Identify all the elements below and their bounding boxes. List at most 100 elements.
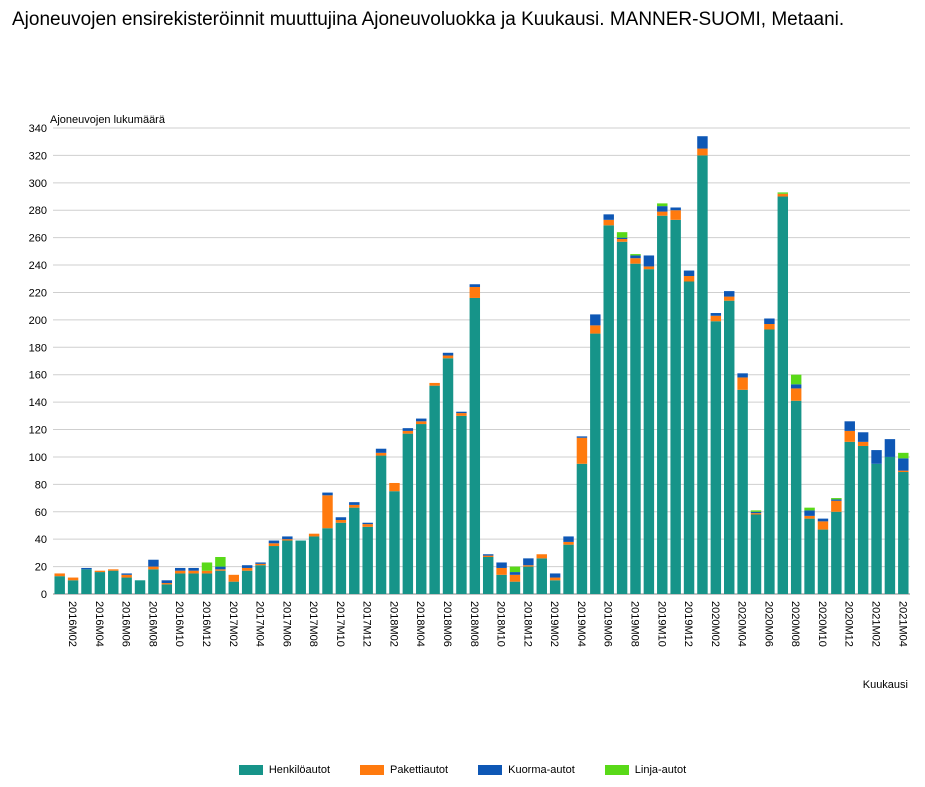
bar-segment xyxy=(777,196,789,594)
bar-segment xyxy=(764,329,775,594)
bar-segment xyxy=(657,215,668,594)
bar-segment xyxy=(81,569,92,594)
bar-segment xyxy=(777,193,789,197)
bar-segment xyxy=(201,570,213,574)
bar-segment xyxy=(549,573,561,578)
bar-segment xyxy=(697,155,708,595)
y-tick-label: 100 xyxy=(29,452,47,464)
x-axis-title: Kuukausi xyxy=(863,679,908,691)
bar-segment xyxy=(442,352,454,356)
bar-segment xyxy=(188,570,199,574)
bar-segment xyxy=(188,567,199,571)
bar-segment xyxy=(724,296,735,301)
bar-segment xyxy=(657,206,668,212)
bar-segment xyxy=(657,203,668,207)
bar-segment xyxy=(375,452,387,456)
y-axis-ticks: 0 20 40 60 80 100 120 140 160 180 200 220 240 260 280 3… xyxy=(29,123,47,601)
bar-segment xyxy=(536,554,547,559)
bar-segment xyxy=(710,313,722,316)
x-tick-label: 2019M06 xyxy=(602,601,614,647)
bar-segment xyxy=(750,513,762,515)
bar-segment xyxy=(777,192,789,194)
y-tick-label: 320 xyxy=(29,150,47,162)
bar-segment xyxy=(174,570,186,574)
bar-segment xyxy=(108,570,119,594)
bar-segment xyxy=(241,570,253,594)
y-tick-label: 240 xyxy=(29,260,47,272)
bar-segment xyxy=(496,562,507,568)
x-axis-ticks: 2016M02 2016M04 2016M06 2016M08 2016M10 2016M… xyxy=(66,601,908,647)
bar-segment xyxy=(817,529,829,594)
bar-segment xyxy=(215,556,226,567)
x-tick-label: 2018M02 xyxy=(387,601,399,647)
bar-segment xyxy=(737,389,748,594)
bar-segment xyxy=(375,448,387,453)
x-tick-label: 2017M12 xyxy=(361,601,373,647)
bar-segment xyxy=(790,388,802,401)
bar-segment xyxy=(884,439,896,457)
bar-segment xyxy=(469,286,481,298)
bar-segment xyxy=(549,577,561,581)
bar-segment xyxy=(469,284,481,287)
bar-segment xyxy=(362,522,373,525)
x-tick-label: 2017M06 xyxy=(280,601,292,647)
bar-segment xyxy=(630,258,641,264)
y-tick-label: 20 xyxy=(35,562,47,574)
bars xyxy=(54,136,909,595)
bar-segment xyxy=(898,452,909,459)
bar-segment xyxy=(750,514,762,594)
bar-segment xyxy=(790,400,802,594)
bar-segment xyxy=(509,572,521,575)
x-tick-label: 2019M08 xyxy=(628,601,640,647)
bar-segment xyxy=(282,536,293,540)
bar-segment xyxy=(750,511,762,514)
bar-segment xyxy=(817,521,829,530)
bar-segment xyxy=(335,519,347,523)
x-tick-label: 2021M04 xyxy=(896,601,908,647)
bar-segment xyxy=(737,377,748,390)
y-tick-label: 140 xyxy=(29,397,47,409)
bar-segment xyxy=(898,458,909,471)
bar-segment xyxy=(576,436,588,438)
y-tick-label: 40 xyxy=(35,534,47,546)
bar-segment xyxy=(670,210,681,220)
bar-segment xyxy=(831,498,842,500)
bar-segment xyxy=(402,428,414,431)
bar-segment xyxy=(67,580,79,594)
x-tick-label: 2018M08 xyxy=(468,601,480,647)
y-tick-label: 160 xyxy=(29,370,47,382)
bar-segment xyxy=(657,211,668,216)
bar-segment xyxy=(81,567,92,570)
bar-segment xyxy=(349,504,360,508)
x-tick-label: 2019M10 xyxy=(655,601,667,647)
y-tick-label: 80 xyxy=(35,479,47,491)
bar-segment xyxy=(670,207,681,211)
bar-segment xyxy=(121,577,132,594)
bar-segment xyxy=(94,570,106,573)
bar-segment xyxy=(228,574,239,582)
bar-segment xyxy=(630,255,641,259)
bar-segment xyxy=(630,254,641,256)
chart-title: Ajoneuvojen ensirekisteröinnit muuttujin… xyxy=(12,9,845,30)
bar-segment xyxy=(857,445,869,594)
bar-segment xyxy=(295,540,306,594)
bar-segment xyxy=(857,441,869,446)
bar-segment xyxy=(576,463,588,594)
bar-segment xyxy=(54,576,65,594)
bar-segment xyxy=(389,482,400,492)
bar-segment xyxy=(496,567,507,575)
x-tick-label: 2016M12 xyxy=(200,601,212,647)
x-tick-label: 2017M04 xyxy=(254,601,266,647)
bar-segment xyxy=(148,569,159,594)
bar-segment xyxy=(456,415,467,594)
x-tick-label: 2020M06 xyxy=(762,601,774,647)
bar-segment xyxy=(322,495,333,529)
bar-segment xyxy=(724,300,735,594)
legend: Henkilöautot Pakettiautot Kuorma-autot Linj… xyxy=(0,764,925,776)
x-tick-label: 2019M04 xyxy=(575,601,587,647)
bar-segment xyxy=(456,413,467,416)
x-tick-label: 2020M10 xyxy=(816,601,828,647)
bar-segment xyxy=(308,536,320,594)
bar-segment xyxy=(603,225,614,594)
legend-label: Linja-autot xyxy=(634,764,687,776)
